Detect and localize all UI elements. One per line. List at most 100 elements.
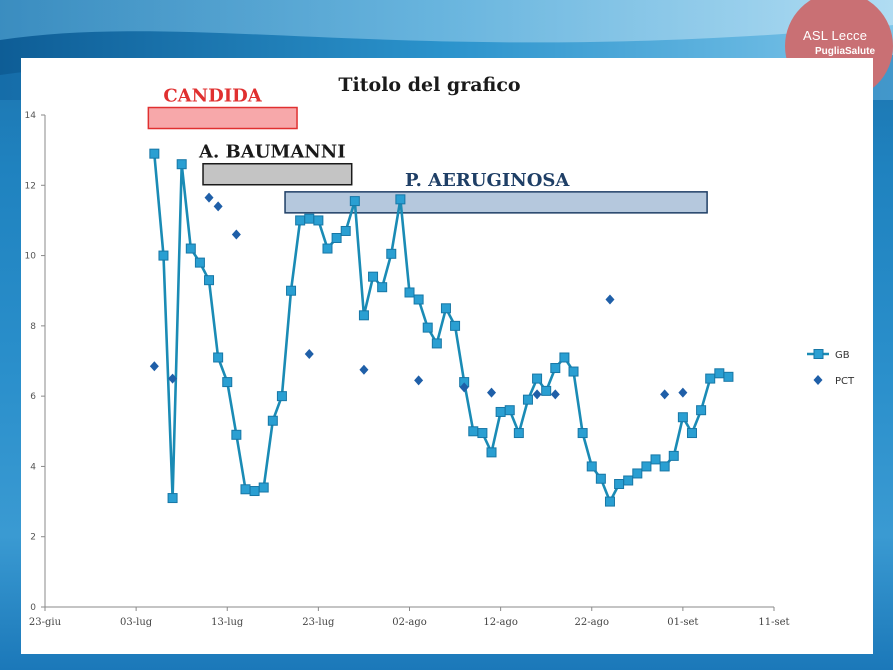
- y-tick-label: 0: [30, 603, 36, 613]
- gb-point: [222, 377, 233, 388]
- y-tick-label: 2: [30, 533, 36, 543]
- gb-point: [440, 303, 451, 314]
- gb-point: [240, 484, 251, 495]
- gb-point: [358, 310, 369, 321]
- gb-point: [313, 215, 324, 226]
- gb-point: [368, 271, 379, 282]
- gb-point: [167, 493, 178, 504]
- gb-point: [231, 429, 242, 440]
- gb-point: [495, 406, 506, 417]
- pct-point: [231, 229, 241, 240]
- gb-point: [249, 486, 260, 497]
- gb-point: [614, 479, 625, 489]
- gb-point: [641, 461, 652, 472]
- pct-point: [414, 375, 424, 386]
- x-tick-label: 13-lug: [211, 617, 244, 628]
- pct-point: [605, 294, 615, 305]
- pct-point: [168, 373, 178, 384]
- gb-point: [276, 391, 287, 402]
- y-tick-label: 6: [30, 392, 36, 402]
- gb-point: [559, 352, 570, 363]
- gb-point: [267, 415, 278, 426]
- y-tick-label: 14: [25, 111, 37, 121]
- legend-pct-marker: [813, 375, 823, 385]
- gb-point: [185, 243, 196, 254]
- gb-point: [431, 338, 442, 349]
- gb-point: [723, 371, 734, 382]
- gb-point: [586, 461, 597, 472]
- gb-point: [714, 368, 725, 379]
- pct-point: [660, 389, 670, 400]
- gb-point: [550, 363, 561, 374]
- gb-point: [331, 233, 342, 243]
- gb-point: [395, 194, 406, 205]
- gb-point: [632, 468, 643, 479]
- pct-point: [532, 389, 542, 400]
- gb-point: [623, 475, 634, 486]
- x-tick-label: 22-ago: [575, 617, 610, 628]
- annotation-label: P. AERUGINOSA: [405, 170, 570, 191]
- gb-point: [204, 275, 215, 286]
- gb-point: [213, 352, 224, 363]
- logo-text: ASL Lecce: [803, 28, 868, 43]
- gb-point: [604, 496, 615, 507]
- pct-point: [678, 387, 688, 398]
- annotation-bar: [284, 191, 708, 214]
- gb-point: [659, 461, 670, 472]
- annotation-label: A. BAUMANNI: [198, 142, 346, 163]
- legend-gb-marker: [813, 349, 824, 359]
- gb-point: [568, 366, 579, 377]
- gb-point: [450, 320, 461, 331]
- gb-point: [404, 287, 415, 298]
- annotation-label: CANDIDA: [163, 86, 262, 107]
- annotation-bar: [147, 106, 298, 130]
- gb-point: [486, 447, 497, 458]
- gb-point: [650, 454, 661, 465]
- gb-point: [176, 159, 187, 170]
- pct-point: [359, 364, 369, 375]
- gb-point: [532, 373, 543, 384]
- x-tick-label: 01-set: [667, 617, 698, 628]
- pct-point: [204, 192, 214, 203]
- gb-point: [258, 482, 269, 493]
- gb-point: [386, 248, 397, 259]
- gb-point: [286, 285, 297, 296]
- gb-point: [349, 196, 360, 207]
- gb-point: [295, 215, 306, 226]
- gb-point: [668, 450, 679, 461]
- gb-point: [377, 282, 388, 293]
- gb-point: [541, 385, 552, 396]
- gb-point: [468, 426, 479, 437]
- gb-point: [504, 405, 515, 416]
- pct-point: [487, 387, 497, 398]
- y-tick-label: 8: [30, 322, 36, 332]
- gb-point: [477, 428, 488, 439]
- x-tick-label: 02-ago: [392, 617, 427, 628]
- pct-point: [213, 201, 223, 212]
- pct-point: [459, 382, 469, 393]
- gb-point: [304, 213, 315, 224]
- gb-point: [696, 405, 707, 416]
- chart-panel: Titolo del grafico 0 2 4 6 8 10 12 14 23-giu 03-lu…: [21, 58, 873, 654]
- gb-point: [340, 225, 351, 236]
- x-tick-label: 11-set: [758, 617, 789, 628]
- annotation-bar: [202, 162, 353, 186]
- gb-point: [149, 148, 160, 159]
- gb-point: [194, 257, 205, 268]
- gb-point: [422, 322, 433, 333]
- gb-point: [413, 294, 424, 305]
- pct-point: [149, 361, 159, 372]
- legend-gb-label: GB: [835, 350, 850, 361]
- x-tick-label: 03-lug: [120, 617, 153, 628]
- y-tick-label: 10: [25, 252, 37, 262]
- gb-point: [677, 412, 688, 423]
- gb-point: [522, 394, 533, 405]
- y-tick-label: 12: [25, 181, 36, 191]
- gb-point: [577, 428, 588, 439]
- pct-point: [304, 348, 314, 359]
- chart-title: Titolo del grafico: [338, 74, 520, 96]
- y-tick-label: 4: [30, 462, 36, 472]
- chart: Titolo del grafico 0 2 4 6 8 10 12 14 23-giu 03-lu…: [25, 74, 855, 628]
- gb-point: [686, 428, 697, 439]
- logo-subtext: PugliaSalute: [815, 46, 876, 57]
